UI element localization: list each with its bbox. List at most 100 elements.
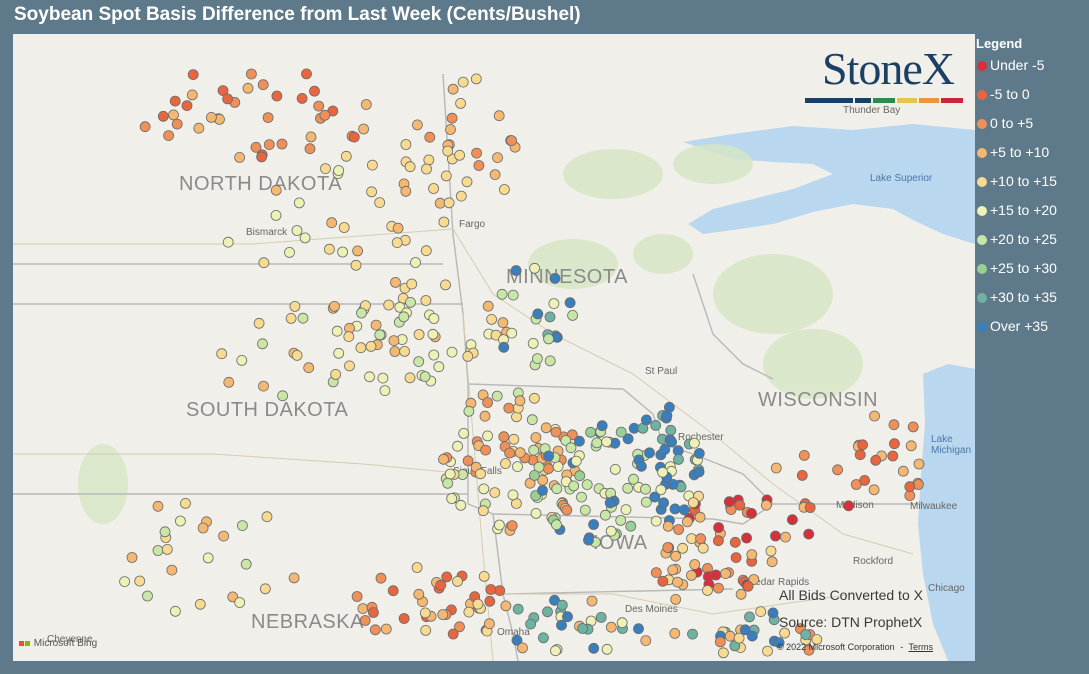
bid-point[interactable] — [303, 362, 315, 374]
bid-point[interactable] — [454, 149, 466, 161]
bid-point[interactable] — [641, 414, 652, 426]
bid-point[interactable] — [388, 335, 400, 347]
bid-point[interactable] — [374, 329, 386, 341]
bid-point[interactable] — [529, 392, 540, 404]
bid-point[interactable] — [657, 575, 669, 587]
bid-point[interactable] — [326, 217, 338, 229]
bid-point[interactable] — [746, 507, 757, 519]
bid-point[interactable] — [271, 90, 283, 102]
bid-point[interactable] — [434, 197, 446, 209]
bid-point[interactable] — [498, 431, 510, 443]
bid-point[interactable] — [366, 159, 378, 171]
bid-point[interactable] — [477, 505, 489, 517]
bid-point[interactable] — [779, 627, 790, 639]
bid-point[interactable] — [351, 591, 363, 602]
bid-point[interactable] — [139, 121, 151, 133]
bid-point[interactable] — [512, 461, 523, 473]
bid-point[interactable] — [661, 409, 673, 421]
bid-point[interactable] — [500, 600, 512, 612]
bid-point[interactable] — [305, 131, 317, 143]
bid-point[interactable] — [887, 450, 899, 462]
bid-point[interactable] — [658, 497, 669, 509]
bid-point[interactable] — [152, 545, 164, 556]
bid-point[interactable] — [470, 73, 482, 85]
bid-point[interactable] — [667, 564, 679, 576]
bid-point[interactable] — [694, 511, 706, 523]
bid-point[interactable] — [907, 421, 919, 433]
bid-point[interactable] — [905, 440, 917, 452]
bid-point[interactable] — [446, 112, 458, 124]
bid-point[interactable] — [375, 572, 387, 584]
bid-point[interactable] — [528, 444, 540, 456]
bid-point[interactable] — [257, 338, 268, 350]
bid-point[interactable] — [236, 354, 248, 366]
bid-point[interactable] — [576, 491, 587, 503]
bid-point[interactable] — [504, 447, 516, 459]
bid-point[interactable] — [622, 433, 634, 445]
bid-point[interactable] — [526, 414, 538, 426]
bid-point[interactable] — [374, 197, 386, 209]
bid-point[interactable] — [380, 623, 392, 635]
bid-point[interactable] — [741, 532, 752, 544]
bid-point[interactable] — [284, 246, 295, 258]
bid-point[interactable] — [169, 605, 181, 617]
bid-point[interactable] — [803, 528, 815, 540]
bid-point[interactable] — [888, 419, 900, 431]
bid-point[interactable] — [442, 145, 454, 157]
bid-point[interactable] — [276, 138, 288, 150]
bid-point[interactable] — [666, 436, 677, 448]
bid-point[interactable] — [913, 458, 925, 470]
bid-point[interactable] — [253, 317, 265, 329]
bid-point[interactable] — [549, 594, 560, 606]
bid-point[interactable] — [620, 504, 632, 516]
bid-point[interactable] — [550, 645, 561, 657]
bid-point[interactable] — [615, 514, 627, 526]
legend-item[interactable]: -5 to 0 — [976, 86, 1089, 115]
bid-point[interactable] — [543, 450, 554, 462]
bid-point[interactable] — [181, 100, 193, 111]
bid-point[interactable] — [492, 152, 503, 163]
bid-point[interactable] — [454, 621, 465, 633]
bid-point[interactable] — [586, 595, 598, 607]
bid-point[interactable] — [755, 606, 767, 617]
bid-point[interactable] — [494, 585, 506, 596]
bid-point[interactable] — [471, 147, 483, 159]
bid-point[interactable] — [330, 368, 342, 380]
bid-point[interactable] — [399, 345, 411, 357]
bid-point[interactable] — [350, 259, 362, 271]
bid-point[interactable] — [525, 618, 536, 630]
bid-point[interactable] — [633, 623, 644, 635]
bid-point[interactable] — [365, 340, 377, 352]
bid-point[interactable] — [256, 151, 268, 163]
bid-point[interactable] — [742, 580, 754, 592]
bid-point[interactable] — [565, 442, 577, 454]
bid-point[interactable] — [392, 222, 404, 234]
bid-point[interactable] — [159, 526, 171, 538]
legend-item[interactable]: +20 to +25 — [976, 231, 1089, 260]
bid-point[interactable] — [377, 372, 389, 384]
bid-point[interactable] — [359, 615, 371, 626]
bid-point[interactable] — [889, 438, 900, 450]
bid-point[interactable] — [296, 93, 308, 104]
bid-point[interactable] — [670, 594, 682, 605]
bid-point[interactable] — [507, 489, 519, 501]
bid-point[interactable] — [497, 317, 509, 329]
bid-point[interactable] — [556, 619, 567, 631]
bid-point[interactable] — [662, 520, 674, 532]
bid-point[interactable] — [406, 278, 418, 290]
bid-point[interactable] — [370, 319, 382, 331]
bid-point[interactable] — [577, 623, 588, 634]
bid-point[interactable] — [733, 632, 745, 644]
bid-point[interactable] — [387, 585, 399, 597]
bid-point[interactable] — [665, 424, 677, 436]
bid-point[interactable] — [687, 497, 699, 509]
bid-point[interactable] — [667, 478, 679, 490]
bid-point[interactable] — [446, 346, 458, 358]
bid-point[interactable] — [344, 360, 355, 372]
bid-point[interactable] — [540, 422, 552, 434]
bid-point[interactable] — [405, 296, 416, 308]
bid-point[interactable] — [609, 463, 621, 475]
bid-point[interactable] — [640, 483, 651, 495]
bid-point[interactable] — [161, 544, 173, 555]
bid-point[interactable] — [514, 447, 526, 459]
